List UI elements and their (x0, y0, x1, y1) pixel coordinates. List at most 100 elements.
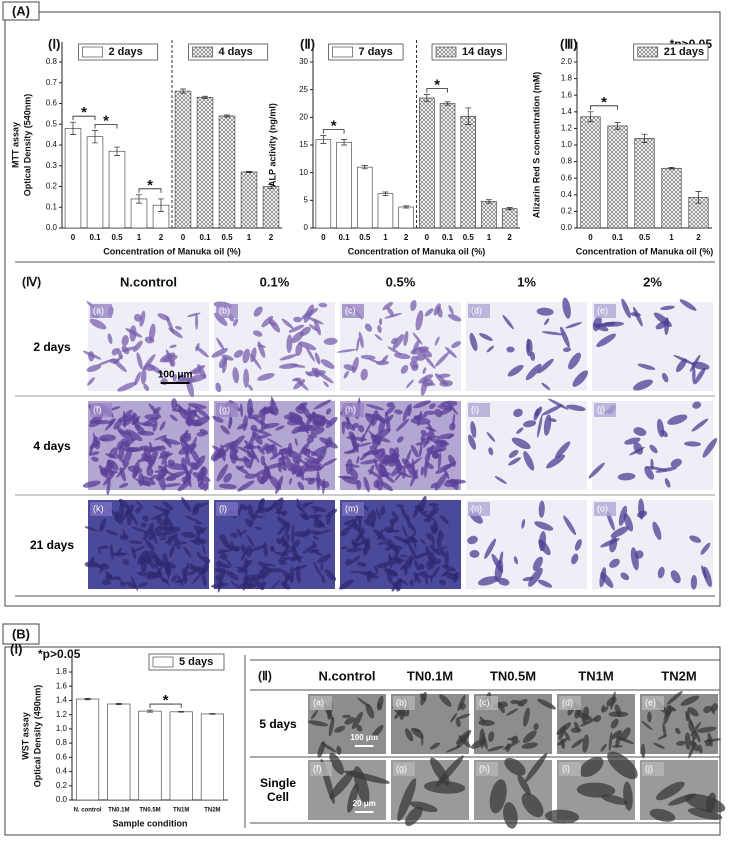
cell-shape (610, 691, 616, 710)
cell-shape (692, 401, 702, 409)
cell-shape (380, 481, 393, 492)
cell-label-bg (594, 304, 616, 318)
cell-shape (414, 573, 418, 583)
error-bar (341, 139, 348, 146)
y-tick-label: 0.5 (46, 119, 58, 128)
cell-shape (384, 546, 392, 551)
cell-shape (430, 566, 440, 580)
bar (262, 186, 280, 229)
cell-shape (247, 414, 263, 420)
cell-shape (366, 510, 376, 522)
cell-shape (187, 570, 198, 576)
cell-shape (368, 464, 375, 475)
cell-shape (185, 474, 191, 483)
cell-shape (439, 439, 447, 446)
cell-shape (277, 556, 291, 562)
column-header: TN0.5M (490, 668, 536, 683)
cell-shape (410, 727, 424, 739)
y-tick-label: 1.2 (56, 710, 68, 719)
micrograph: (b) (391, 691, 472, 754)
cell-shape (320, 415, 326, 427)
cell-shape (533, 723, 539, 731)
cell-label-bg (216, 304, 238, 318)
cell-shape (523, 420, 537, 428)
cell-shape (307, 317, 324, 325)
cell-shape (610, 718, 619, 729)
cell-shape (278, 561, 287, 566)
cell-shape (262, 563, 276, 567)
cell-shape (412, 535, 417, 551)
error-bar (668, 167, 675, 170)
cell-shape (162, 460, 168, 479)
cell-shape (189, 436, 197, 455)
cell-shape (318, 302, 328, 308)
cell-shape (304, 412, 315, 430)
cell-shape (576, 712, 592, 721)
cell-shape (620, 572, 630, 581)
cell-shape (667, 414, 688, 425)
cell-shape (572, 370, 589, 387)
error-bar (202, 95, 208, 99)
cell-shape (212, 415, 224, 423)
cell-shape (98, 434, 116, 442)
cell-shape (159, 537, 167, 541)
column-header: TN2M (661, 668, 696, 683)
cell-shape (121, 345, 130, 355)
cell-shape (91, 456, 99, 462)
significance-bracket (138, 188, 162, 193)
cell-shape (105, 453, 118, 459)
cell-shape (160, 438, 181, 445)
cell-shape (377, 702, 382, 710)
cell-shape (523, 707, 530, 727)
cell-shape (254, 468, 270, 477)
cell-shape (688, 720, 694, 732)
cell-shape (122, 447, 133, 467)
cell-shape (91, 420, 113, 425)
cell-shape (428, 448, 444, 455)
cell-shape (243, 368, 250, 388)
cell-shape (131, 546, 137, 560)
cell-shape (328, 716, 335, 737)
cell-shape (270, 396, 279, 414)
y-tick-label: 0.0 (46, 223, 58, 232)
cell-shape (139, 557, 147, 566)
cell-shape (505, 743, 511, 752)
x-tick-label: TN0.5M (139, 808, 160, 814)
cell-shape (243, 446, 261, 449)
cell-shape (486, 345, 495, 353)
y-tick-label: 15 (299, 140, 308, 149)
y-tick-label: 5 (304, 195, 309, 204)
section-a-frame (4, 11, 721, 607)
error-bar (614, 122, 621, 130)
cell-shape (192, 507, 199, 516)
cell-shape (360, 354, 376, 360)
cell-shape (409, 579, 414, 587)
cell-shape (231, 444, 239, 454)
cell-shape (422, 379, 434, 387)
cell-label: (b) (396, 697, 407, 707)
cell-shape (195, 346, 209, 358)
bar (108, 150, 126, 229)
cell-shape (624, 437, 641, 445)
cell-shape (269, 475, 282, 490)
cell-shape (415, 310, 424, 331)
cell-shape (554, 441, 571, 459)
cell-shape (665, 707, 674, 718)
cell-shape (574, 707, 581, 719)
cell-shape (394, 472, 402, 481)
cell-shape (161, 451, 170, 465)
cell-shape (235, 465, 249, 475)
cell-label: (a) (313, 697, 324, 707)
cell-shape (448, 305, 454, 315)
cell-shape (157, 474, 166, 479)
cell-shape (414, 560, 420, 572)
cell-shape (424, 308, 434, 317)
cell-shape (410, 469, 418, 487)
cell-shape (195, 536, 204, 545)
cell-shape (571, 553, 579, 565)
cell-shape (140, 475, 156, 486)
cell-shape (259, 581, 266, 589)
cell-shape (125, 581, 138, 589)
cell-shape (670, 570, 681, 584)
cell-shape (570, 727, 582, 733)
